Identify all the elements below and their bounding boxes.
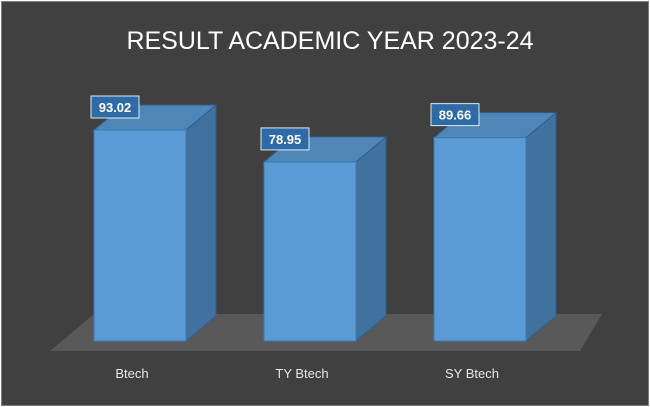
category-label: SY Btech — [445, 366, 499, 381]
data-label: 78.95 — [269, 132, 302, 147]
bar-front — [263, 161, 357, 342]
category-label: TY Btech — [275, 366, 328, 381]
data-label-box — [90, 95, 140, 119]
bar-front — [93, 129, 187, 342]
data-label-box — [260, 127, 310, 151]
data-label: 93.02 — [99, 100, 132, 115]
bar-front — [433, 137, 527, 342]
data-label: 89.66 — [439, 108, 472, 123]
bar-side — [355, 135, 387, 343]
bar-3 — [432, 111, 558, 343]
chart-title: RESULT ACADEMIC YEAR 2023-24 — [126, 27, 533, 55]
category-label: Btech — [115, 366, 148, 381]
bar-side — [525, 111, 557, 343]
bar-1 — [92, 103, 218, 343]
data-label-box — [430, 103, 480, 127]
bar-2 — [262, 135, 388, 343]
bar-side — [185, 103, 217, 343]
